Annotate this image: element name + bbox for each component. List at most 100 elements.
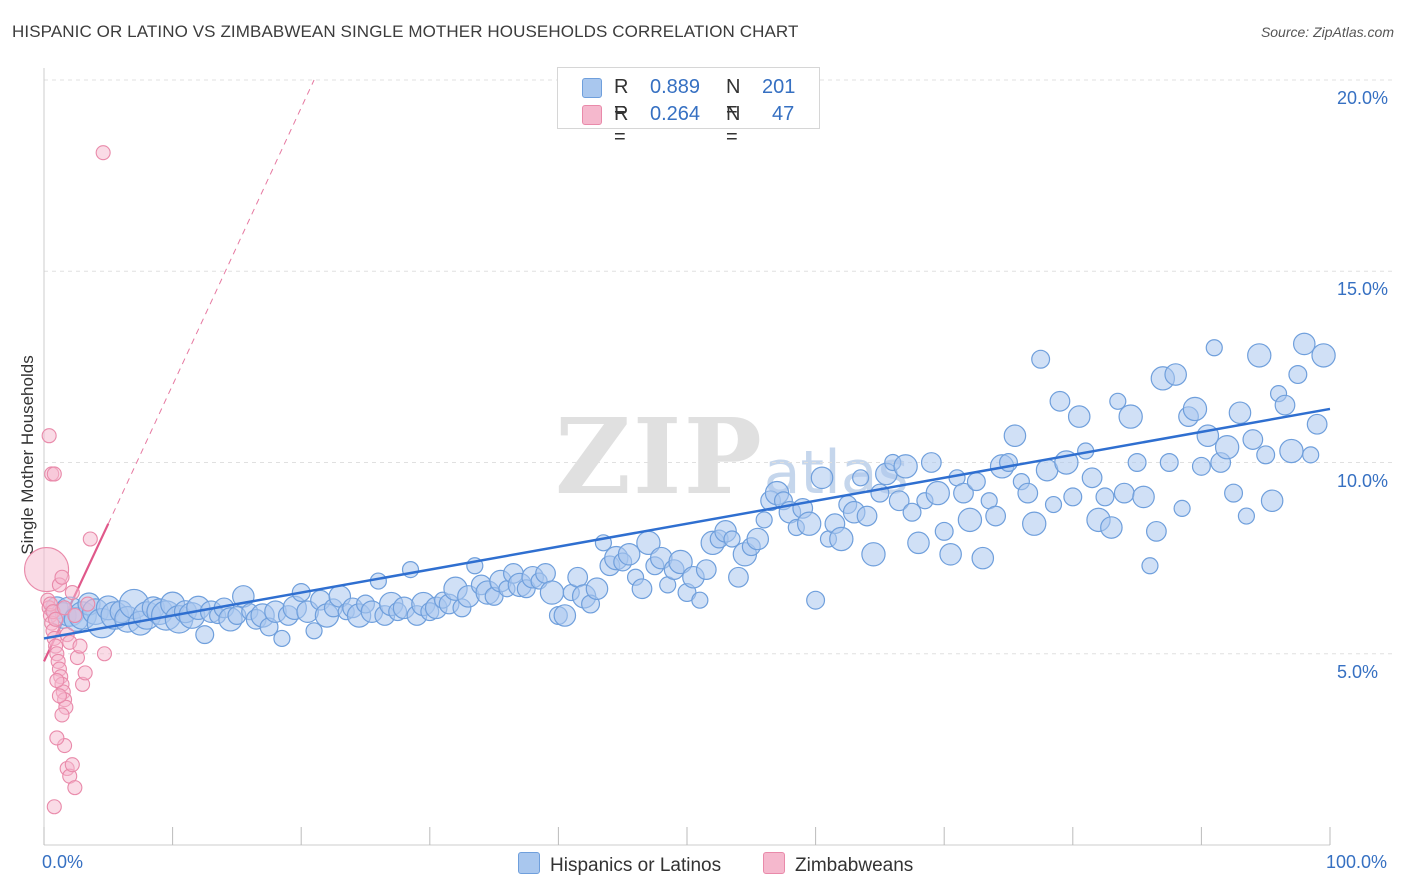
hispanic-point	[1191, 456, 1211, 476]
hispanic-point	[535, 563, 556, 584]
zimbabwean-point	[51, 688, 67, 704]
hispanic-point	[553, 604, 577, 627]
legend-swatch-zimbabwean	[763, 852, 785, 874]
hispanic-point	[723, 530, 741, 548]
legend-n-label: N =	[726, 103, 741, 148]
hispanic-point	[1113, 482, 1135, 504]
axes	[43, 68, 1331, 846]
legend-swatch-hispanic	[518, 852, 540, 874]
hispanic-point	[1063, 487, 1083, 507]
legend-label-zimbabwean: Zimbabweans	[795, 855, 914, 876]
chart-title: HISPANIC OR LATINO VS ZIMBABWEAN SINGLE …	[12, 22, 799, 41]
hispanic-point	[925, 480, 950, 506]
hispanic-point	[1031, 349, 1051, 369]
hispanic-point	[1095, 487, 1115, 507]
hispanic-point	[1164, 363, 1187, 386]
hispanic-point	[888, 490, 910, 512]
zimbabwean-point	[67, 607, 83, 624]
zimbabwean-point	[77, 665, 93, 681]
hispanic-point	[369, 572, 387, 590]
y-tick-label: 5.0%	[1337, 661, 1379, 682]
hispanic-point	[1214, 435, 1240, 460]
hispanic-point	[617, 542, 641, 566]
hispanic-point	[1182, 396, 1208, 422]
zimbabwean-points	[24, 145, 112, 815]
hispanic-point	[806, 590, 826, 610]
hispanic-point	[539, 580, 565, 605]
zimbabwean-point	[82, 531, 98, 547]
hispanic-point	[1288, 365, 1308, 385]
hispanic-point	[934, 521, 954, 541]
hispanic-point	[1279, 438, 1304, 464]
zimbabwean-point	[46, 466, 62, 482]
hispanic-point	[1109, 392, 1127, 410]
hispanic-point	[1003, 424, 1027, 448]
hispanic-point	[1311, 343, 1336, 368]
hispanic-point	[305, 622, 323, 640]
zimbabwean-point	[54, 569, 70, 585]
hispanic-point	[796, 511, 822, 536]
legend-n-value: 47	[772, 103, 795, 125]
hispanic-point	[1049, 390, 1071, 412]
hispanic-point	[1302, 446, 1320, 464]
legend-n-value: 201	[762, 76, 796, 98]
hispanic-point	[695, 559, 717, 580]
legend-item-zimbabwean: Zimbabweans	[763, 852, 913, 877]
zimbabwean-point	[64, 757, 80, 773]
hispanic-point	[1274, 394, 1296, 416]
legend-swatch-hispanic	[582, 78, 602, 98]
hispanic-point	[631, 578, 653, 600]
hispanic-point	[195, 625, 215, 645]
hispanic-point	[1228, 401, 1252, 425]
hispanic-point	[1067, 405, 1091, 428]
legend-label-hispanic: Hispanics or Latinos	[550, 855, 722, 876]
hispanic-point	[856, 505, 878, 527]
hispanic-point	[1132, 485, 1155, 509]
legend-swatch-zimbabwean	[582, 105, 602, 125]
hispanic-point	[585, 577, 609, 601]
legend-r-value: 0.264	[650, 103, 701, 125]
x-tick-label-left: 0.0%	[42, 852, 84, 872]
hispanic-point	[939, 542, 962, 566]
hispanic-point	[1292, 332, 1316, 356]
hispanic-point	[966, 472, 986, 492]
hispanic-point	[902, 502, 922, 522]
hispanic-point	[1100, 516, 1123, 539]
x-tick-label-right: 100.0%	[1326, 852, 1388, 872]
hispanic-point	[1081, 467, 1103, 489]
correlation-legend: R = 0.889 N = 201 R = 0.264 N = 47	[557, 67, 820, 148]
hispanic-point	[668, 549, 693, 575]
pink-trend-layer	[43, 79, 315, 662]
hispanic-point	[1242, 429, 1264, 450]
hispanic-point	[1118, 404, 1143, 429]
hispanic-point	[1237, 507, 1256, 525]
hispanic-point	[957, 507, 983, 533]
hispanic-point	[1022, 511, 1047, 536]
hispanic-point	[1205, 339, 1223, 357]
hispanic-point	[691, 591, 709, 609]
hispanic-point	[953, 482, 974, 504]
watermark-zip: ZIP	[555, 395, 764, 518]
hispanic-point	[852, 469, 870, 487]
hispanic-point	[829, 526, 854, 552]
hispanic-point	[1127, 453, 1147, 473]
hispanic-point	[907, 531, 930, 555]
zimbabwean-point	[80, 596, 96, 612]
hispanic-points	[45, 332, 1336, 648]
hispanic-point	[1224, 483, 1244, 503]
legend-item-hispanic: Hispanics or Latinos	[518, 852, 721, 877]
zimbabwean-point	[72, 638, 88, 654]
zimbabwean-point	[64, 584, 80, 601]
blue-trend-layer	[43, 407, 1331, 640]
legend-r-label: R =	[614, 76, 629, 121]
hispanic-point	[1159, 453, 1179, 473]
y-tick-label: 15.0%	[1337, 279, 1389, 300]
zimbabwean-point	[54, 707, 70, 723]
legend-n-label: N =	[726, 76, 741, 121]
hispanic-point	[985, 505, 1007, 527]
source-label: Source: ZipAtlas.com	[1260, 24, 1394, 40]
zimbabwean-point	[96, 646, 112, 662]
zimbabwean-point	[46, 799, 62, 815]
hispanic-point	[1260, 489, 1284, 513]
